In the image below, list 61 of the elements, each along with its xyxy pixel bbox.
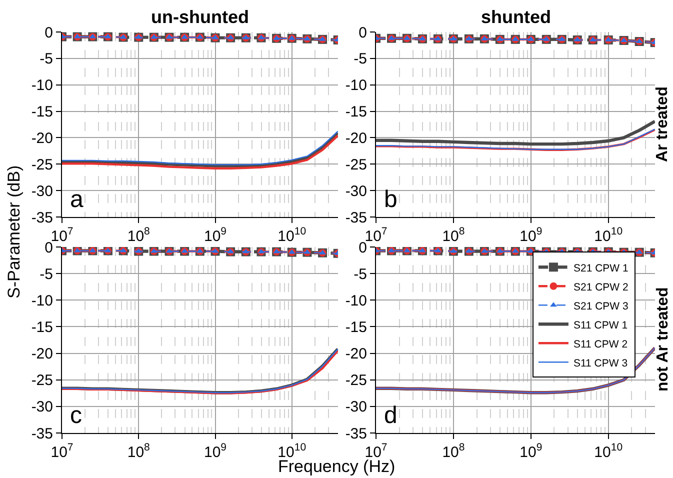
x-tick-label: 10$^{9}$ (204, 226, 227, 245)
y-tick-label: -10 (345, 292, 367, 310)
y-tick-label: 0 (44, 239, 53, 256)
y-tick-label: -15 (345, 104, 367, 121)
legend-label: S11 CPW 1 (573, 319, 628, 332)
y-tick-label: -15 (31, 104, 53, 121)
x-tick-label: 10$^{10}$ (594, 442, 623, 461)
y-tick-label: 0 (358, 24, 367, 42)
x-tick-label: 10$^{9}$ (520, 442, 542, 461)
legend-label: S21 CPW 2 (573, 281, 628, 294)
y-tick-label: -10 (31, 77, 53, 94)
y-tick-label: -30 (345, 398, 367, 416)
y-tick-label: -5 (40, 50, 53, 68)
y-axis-title: S-Parameter (dB) (4, 165, 24, 298)
y-tick-label: -15 (345, 318, 367, 336)
x-tick-label: 10$^{7}$ (50, 442, 74, 461)
y-tick-label: -30 (345, 182, 367, 200)
legend-label: S11 CPW 3 (573, 357, 628, 370)
y-tick-label: -20 (345, 346, 367, 363)
annotation: c (70, 402, 82, 429)
y-tick-label: -25 (31, 156, 53, 174)
x-tick-label: 10$^{8}$ (127, 442, 150, 461)
y-tick-label: -10 (345, 77, 367, 94)
legend-label: S11 CPW 2 (573, 338, 628, 350)
y-tick-label: -20 (31, 346, 53, 363)
annotation: d (384, 402, 398, 429)
annotation: Ar treated (654, 86, 671, 162)
y-tick-label: -25 (31, 372, 53, 390)
y-tick-label: -30 (31, 398, 53, 416)
y-tick-label: -25 (345, 156, 367, 174)
y-tick-label: -10 (31, 292, 53, 310)
legend-label: S21 CPW 3 (573, 300, 628, 312)
x-tick-label: 10$^{8}$ (442, 442, 465, 461)
chart-title: shunted (481, 7, 551, 27)
x-tick-label: 10$^{8}$ (127, 226, 150, 245)
x-tick-label: 10$^{10}$ (594, 226, 623, 245)
y-tick-label: -15 (31, 318, 53, 336)
legend-label: S21 CPW 1 (573, 262, 628, 274)
annotation: not Ar treated (654, 287, 672, 392)
x-tick-label: 10$^{10}$ (278, 226, 306, 245)
y-tick-label: 0 (44, 24, 53, 42)
x-tick-label: 10$^{9}$ (520, 226, 542, 245)
y-tick-label: 0 (358, 239, 367, 256)
y-tick-label: -5 (354, 50, 367, 68)
annotation: b (384, 186, 398, 213)
y-tick-label: -35 (31, 425, 53, 442)
chart-title: un-shunted (151, 7, 249, 27)
y-tick-label: -25 (345, 372, 367, 390)
x-tick-label: 10$^{7}$ (364, 226, 388, 245)
x-tick-label: 10$^{7}$ (50, 226, 74, 245)
x-tick-label: 10$^{9}$ (204, 442, 227, 461)
annotation: a (70, 186, 84, 213)
y-tick-label: -35 (345, 209, 367, 226)
y-tick-label: -35 (31, 209, 53, 226)
y-tick-label: -30 (31, 182, 53, 200)
y-tick-label: -5 (40, 266, 53, 283)
y-tick-label: -20 (31, 130, 53, 147)
y-tick-label: -5 (354, 266, 367, 283)
y-tick-label: -20 (345, 130, 367, 147)
y-tick-label: -35 (345, 425, 367, 442)
x-tick-label: 10$^{8}$ (442, 226, 465, 245)
